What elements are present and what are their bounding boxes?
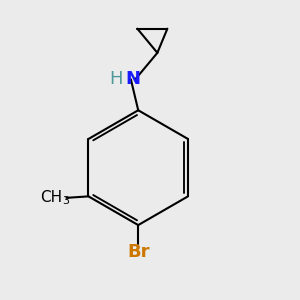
Text: N: N (126, 70, 141, 88)
Text: 3: 3 (62, 196, 69, 206)
Text: H: H (109, 70, 122, 88)
Text: CH: CH (40, 190, 62, 205)
Text: Br: Br (127, 243, 149, 261)
